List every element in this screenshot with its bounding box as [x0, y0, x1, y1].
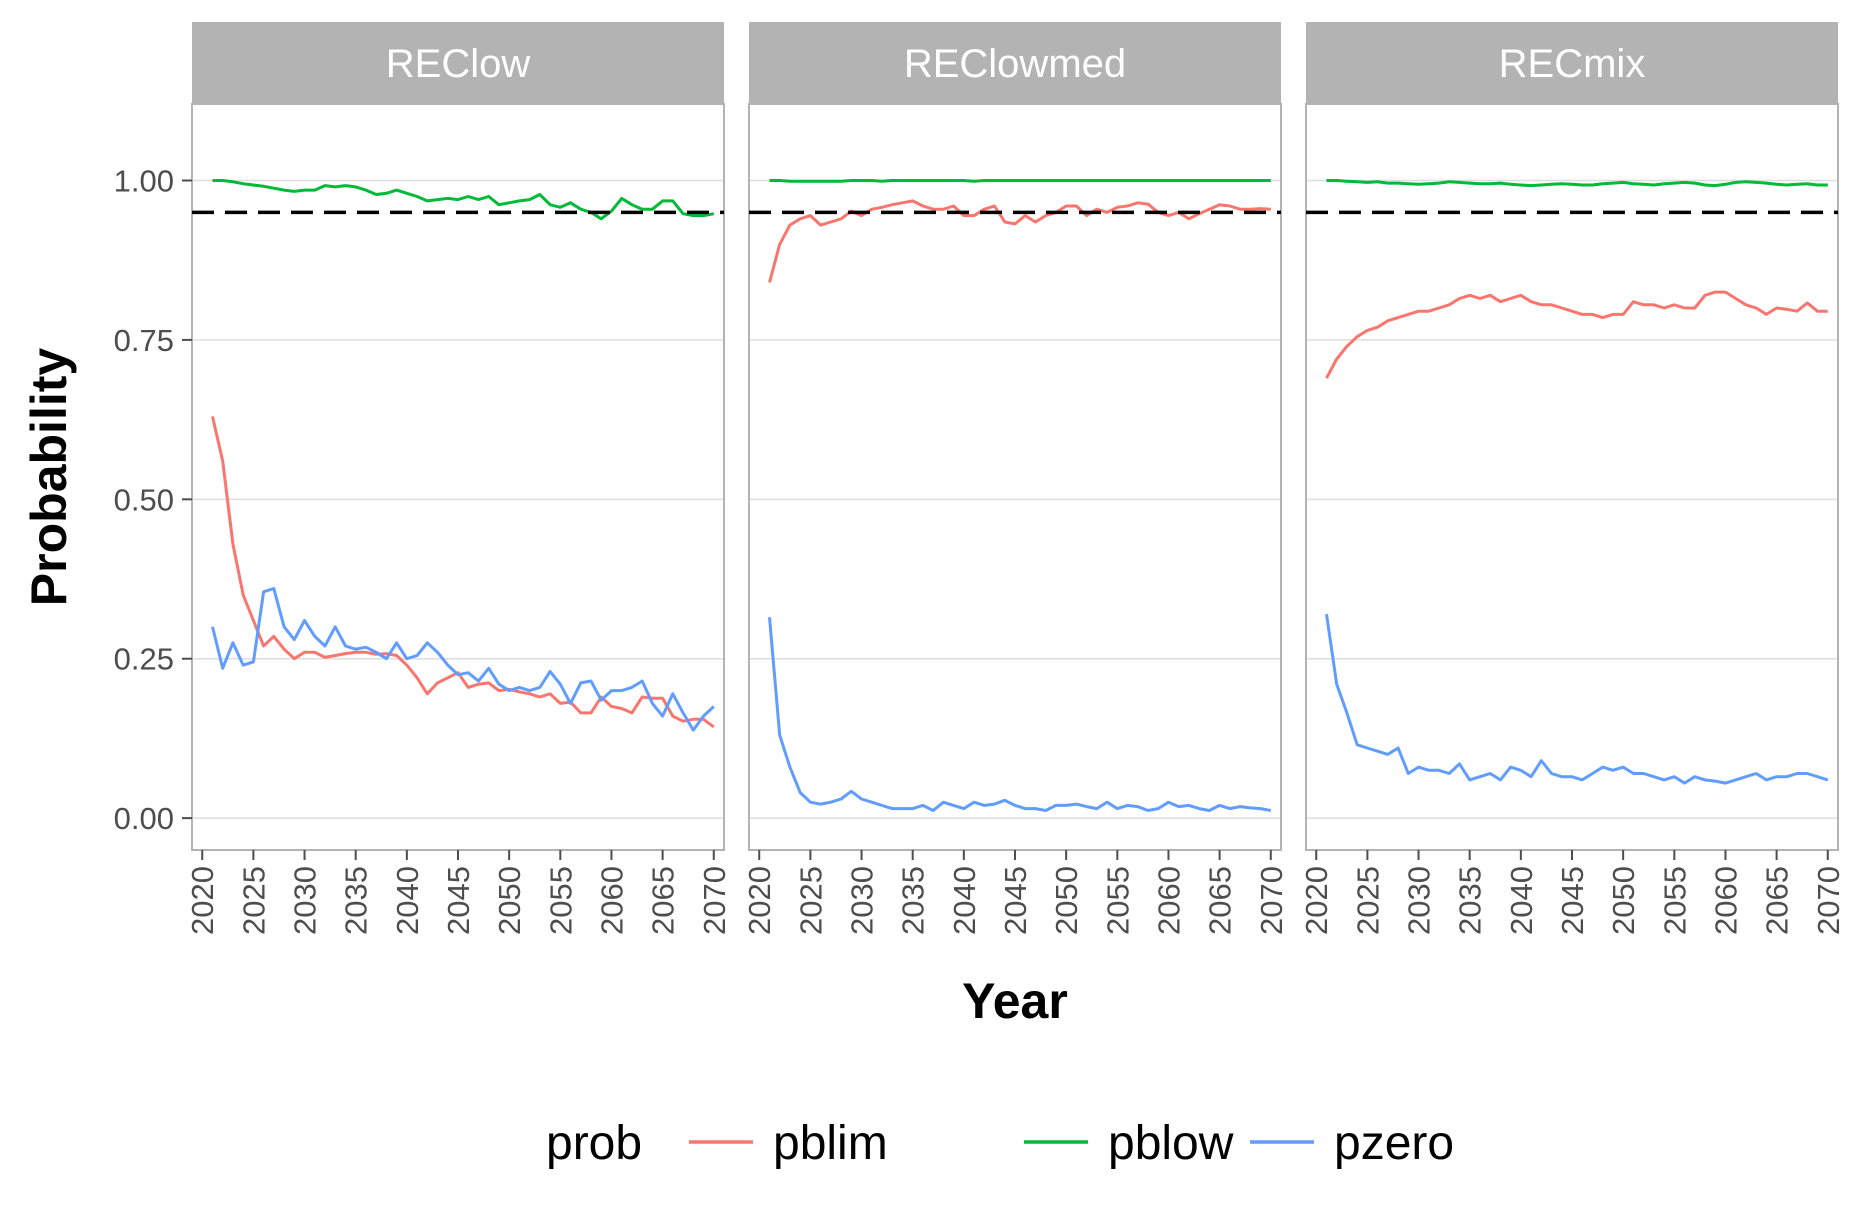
x-tick-label: 2060	[1708, 866, 1743, 935]
x-tick-label: 2045	[998, 866, 1033, 935]
x-tick-label: 2065	[646, 866, 681, 935]
x-tick-label: 2035	[896, 866, 931, 935]
panel-border	[191, 103, 725, 851]
legend-title: prob	[546, 1117, 642, 1170]
facet-strip-label: REClowmed	[904, 42, 1126, 86]
x-tick-label: 2040	[1504, 866, 1539, 935]
x-tick-label: 2020	[1299, 866, 1334, 935]
x-tick-label: 2035	[1453, 866, 1488, 935]
x-tick-label: 2030	[845, 866, 880, 935]
facet-strip	[1306, 22, 1838, 104]
y-tick-label: 1.00	[114, 164, 174, 199]
x-tick-label: 2035	[339, 866, 374, 935]
series-line-pblim	[1325, 290, 1828, 379]
x-tick-label: 2045	[1555, 866, 1590, 935]
facet-panels: REClow 2020 2025 2030 2035 2040 2045 2050 2055 20…	[114, 22, 1846, 935]
legend: prob pblim pblow pzero	[546, 1117, 1454, 1170]
x-tick-label: 2055	[543, 866, 578, 935]
x-tick-label: 2030	[288, 866, 323, 935]
facet-panel-reclow: REClow 2020 2025 2030 2035 2040 2045 2050 2055 20…	[114, 22, 732, 935]
x-tick-label: 2055	[1100, 866, 1135, 935]
series-line-pzero	[768, 617, 1272, 812]
panel-border	[1305, 103, 1839, 851]
y-tick-label: 0.25	[114, 642, 174, 677]
series-line-pzero	[1325, 613, 1829, 785]
x-tick-label: 2055	[1657, 866, 1692, 935]
legend-label-pblim: pblim	[773, 1117, 888, 1170]
y-tick-label: 0.50	[114, 482, 174, 517]
x-tick-label: 2060	[1151, 866, 1186, 935]
series-line-pzero	[211, 587, 715, 732]
legend-label-pblow: pblow	[1108, 1117, 1234, 1170]
x-tick-label: 2030	[1402, 866, 1437, 935]
x-tick-label: 2070	[1254, 866, 1289, 935]
x-tick-label: 2020	[742, 866, 777, 935]
x-tick-label: 2040	[390, 866, 425, 935]
facet-strip-label: REClow	[386, 42, 531, 86]
y-tick-label: 0.75	[114, 323, 174, 358]
x-tick-label: 2040	[947, 866, 982, 935]
legend-label-pzero: pzero	[1334, 1117, 1454, 1170]
facet-panel-reclowmed: REClowmed 2020 2025 2030 2035 2040 2045 2050 205…	[742, 22, 1289, 935]
facet-strip	[749, 22, 1281, 104]
x-axis-title: Year	[962, 973, 1068, 1029]
series-line-pblow	[769, 179, 1271, 183]
x-tick-label: 2070	[697, 866, 732, 935]
series-line-pblim	[211, 416, 715, 729]
panel-border	[748, 103, 1282, 851]
y-axis-title: Probability	[21, 348, 77, 607]
facet-strip	[192, 22, 724, 104]
series-line-pblow	[212, 179, 715, 221]
x-tick-label: 2045	[441, 866, 476, 935]
x-tick-label: 2050	[1049, 866, 1084, 935]
facet-strip-label: RECmix	[1499, 42, 1646, 86]
x-tick-label: 2050	[492, 866, 527, 935]
x-tick-label: 2065	[1203, 866, 1238, 935]
x-tick-label: 2025	[236, 866, 271, 935]
x-tick-label: 2065	[1760, 866, 1795, 935]
x-tick-label: 2070	[1811, 866, 1846, 935]
x-tick-label: 2020	[185, 866, 220, 935]
x-tick-label: 2025	[1350, 866, 1385, 935]
series-line-pblow	[1326, 179, 1828, 188]
x-tick-label: 2060	[594, 866, 629, 935]
x-tick-label: 2050	[1606, 866, 1641, 935]
y-tick-label: 0.00	[114, 801, 174, 836]
facet-panel-recmix: RECmix 2020 2025 2030 2035 2040 2045 2050 2055 20…	[1299, 22, 1846, 935]
x-tick-label: 2025	[793, 866, 828, 935]
